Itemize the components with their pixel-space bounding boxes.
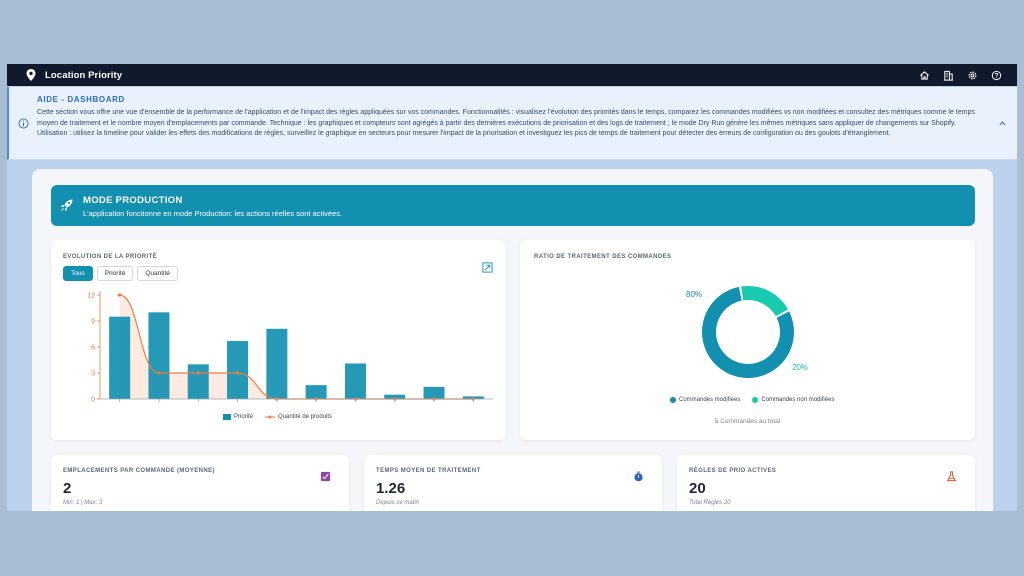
quantity-point[interactable] (118, 293, 122, 297)
evolution-panel: EVOLUTION DE LA PRIORITÉ Tous Priorité Q… (51, 240, 506, 440)
y-tick-label: 6 (91, 345, 95, 352)
legend-swatch-quantite (265, 415, 276, 419)
ratio-panel: RATIO DE TRAITEMENT DES COMMANDES 80% 20… (520, 240, 975, 440)
quantity-area (119, 295, 474, 399)
help-circle-icon[interactable] (990, 69, 1003, 82)
home-icon[interactable] (918, 69, 931, 82)
bar-priorite[interactable] (187, 364, 209, 399)
stat-temps-moyen: TEMPS MOYEN DE TRAITEMENT 1.26 Depuis ce… (364, 455, 662, 511)
tab-quantite[interactable]: Quantité (137, 266, 178, 281)
rocket-icon (61, 199, 73, 211)
bar-priorite[interactable] (305, 385, 327, 399)
donut-slice-non-modifiees[interactable] (741, 286, 789, 317)
stat-regles: RÈGLES DE PRIO ACTIVES 20 Total Règles 2… (677, 455, 975, 511)
donut-slice-modifiees[interactable] (702, 286, 794, 378)
production-mode-banner: MODE PRODUCTION L'application fonctionne… (51, 185, 975, 226)
dashboard-card: MODE PRODUCTION L'application fonctionne… (32, 169, 993, 511)
flask-icon (946, 471, 957, 482)
evolution-tabs: Tous Priorité Quantité (63, 266, 178, 281)
bar-priorite[interactable] (148, 312, 170, 399)
stat-label: RÈGLES DE PRIO ACTIVES (689, 468, 777, 474)
expand-icon[interactable] (482, 262, 493, 273)
ratio-total: 5 Commandes au total (714, 418, 781, 425)
banner-subtitle: L'application fonctionne en mode Product… (83, 209, 343, 218)
app-title: Location Priority (45, 69, 123, 81)
stat-value: 2 (63, 480, 72, 497)
y-tick-label: 3 (91, 371, 95, 378)
tab-tous[interactable]: Tous (63, 266, 93, 281)
top-bar: Location Priority (7, 64, 1017, 86)
stat-value: 20 (689, 480, 706, 497)
evolution-chart: 0 3 6 9 12 (87, 291, 493, 404)
bar-priorite[interactable] (384, 394, 406, 399)
checklist-icon (320, 471, 331, 482)
legend-label-modifiees: Commandes modifiées (679, 397, 741, 403)
legend-dot-modifiees (670, 397, 676, 403)
stopwatch-icon (634, 471, 643, 482)
app-window: Location Priority AIDE - DASHBOARD Cette… (7, 64, 1017, 511)
info-icon (18, 118, 29, 129)
chevron-up-icon[interactable] (998, 119, 1007, 128)
quantity-point[interactable] (235, 371, 240, 375)
stat-value: 1.26 (376, 480, 406, 497)
bar-priorite[interactable] (344, 363, 366, 399)
help-text: Cette section vous offre une vue d'ensem… (37, 109, 975, 137)
legend-label-non-modifiees: Commandes non modifiées (761, 397, 835, 403)
quantity-point[interactable] (157, 371, 161, 375)
tab-priorite[interactable]: Priorité (96, 266, 134, 281)
help-section: AIDE - DASHBOARD Cette section vous offr… (7, 87, 1017, 160)
ratio-title: RATIO DE TRAITEMENT DES COMMANDES (534, 254, 672, 260)
legend-swatch-priorite (223, 414, 231, 420)
gear-icon[interactable] (966, 69, 979, 82)
bar-priorite[interactable] (109, 316, 131, 399)
legend-dot-non-modifiees (752, 397, 759, 403)
ratio-legend: Commandes modifiées Commandes non modifi… (670, 397, 834, 403)
stat-sub: Depuis ce matin (376, 500, 420, 506)
header-icons (918, 69, 1003, 82)
stat-label: TEMPS MOYEN DE TRAITEMENT (376, 468, 481, 474)
evolution-title: EVOLUTION DE LA PRIORITÉ (63, 254, 158, 260)
stat-emplacements: EMPLACEMENTS PAR COMMANDE (MOYENNE) 2 Mi… (51, 455, 349, 511)
y-tick-label: 12 (87, 293, 95, 300)
stat-sub: Total Règles 20 (689, 500, 731, 506)
banner-title: MODE PRODUCTION (83, 195, 183, 206)
legend-label-priorite: Priorité (234, 414, 254, 420)
stat-label: EMPLACEMENTS PAR COMMANDE (MOYENNE) (63, 468, 215, 474)
quantity-point[interactable] (196, 371, 200, 375)
stat-sub: Min: 1 | Max: 3 (63, 500, 103, 506)
bar-priorite[interactable] (227, 340, 249, 399)
building-icon[interactable] (942, 69, 955, 82)
donut-label-modifiees: 80% (686, 290, 703, 299)
bar-priorite[interactable] (266, 328, 288, 399)
y-tick-label: 9 (91, 319, 95, 326)
y-tick-label: 0 (91, 397, 95, 404)
evolution-legend: Priorité Quantité de produits (223, 414, 332, 420)
bar-priorite[interactable] (423, 386, 445, 399)
help-title: AIDE - DASHBOARD (37, 95, 125, 104)
ratio-donut-chart (702, 286, 794, 378)
legend-label-quantite: Quantité de produits (278, 414, 333, 420)
donut-label-non-modifiees: 20% (792, 363, 809, 372)
location-pin-icon (26, 69, 36, 81)
